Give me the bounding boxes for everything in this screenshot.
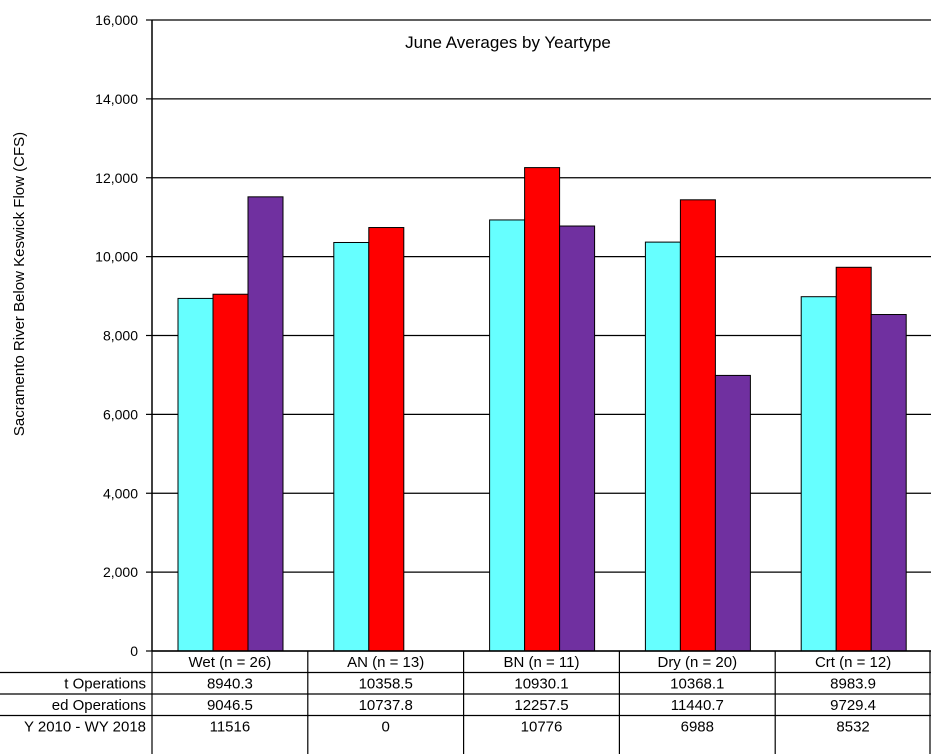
data-label: 8940.3	[207, 676, 253, 693]
category-label: Wet (n = 26)	[189, 654, 272, 671]
bar	[524, 167, 561, 652]
bar	[679, 199, 716, 652]
y-tick-label: 8,000	[103, 328, 138, 344]
data-label: 0	[382, 719, 390, 736]
category-label: AN (n = 13)	[347, 654, 424, 671]
y-tick-label: 6,000	[103, 406, 138, 422]
data-label: 10368.1	[670, 676, 724, 693]
data-label: 10358.5	[359, 676, 413, 693]
category-label: Crt (n = 12)	[815, 654, 891, 671]
data-label: 10776	[521, 719, 563, 736]
bar	[800, 296, 837, 652]
y-axis-label: Sacramento River Below Keswick Flow (CFS…	[11, 132, 28, 436]
y-tick-label: 0	[130, 643, 138, 659]
bar	[644, 241, 681, 652]
bar	[368, 227, 405, 652]
bar	[714, 374, 751, 652]
category-label: Dry (n = 20)	[657, 654, 737, 671]
y-tick-label: 12,000	[95, 170, 138, 186]
series-name: Y 2010 - WY 2018	[24, 719, 146, 736]
y-tick-label: 16,000	[95, 12, 138, 28]
data-label: 6988	[681, 719, 714, 736]
data-table: Wet (n = 26) AN (n = 13) BN (n = 11) Dry (n…	[0, 650, 931, 754]
data-label: 12257.5	[514, 697, 568, 714]
data-label: 11440.7	[671, 697, 724, 714]
bar	[212, 293, 249, 652]
bar	[177, 297, 214, 652]
y-tick-label: 10,000	[95, 249, 138, 265]
bar	[333, 241, 370, 652]
bar	[870, 314, 907, 652]
bar	[489, 219, 526, 652]
y-tick-label: 2,000	[103, 564, 138, 580]
bar	[559, 225, 596, 652]
data-label: 10737.8	[359, 697, 413, 714]
y-tick-label: 4,000	[103, 485, 138, 501]
y-tick-label: 14,000	[95, 91, 138, 107]
bars	[177, 167, 907, 652]
bar	[247, 196, 284, 652]
data-label: 8532	[836, 719, 869, 736]
series-name: t Operations	[64, 676, 146, 693]
data-label: 11516	[210, 719, 251, 736]
data-label: 10930.1	[514, 676, 568, 693]
bar	[835, 266, 872, 652]
category-label: BN (n = 11)	[503, 654, 579, 671]
data-label: 9046.5	[207, 697, 253, 714]
data-label: 8983.9	[830, 676, 876, 693]
chart-title: June Averages by Yeartype	[405, 33, 611, 52]
data-label: 9729.4	[830, 697, 876, 714]
series-name: ed Operations	[52, 697, 146, 714]
